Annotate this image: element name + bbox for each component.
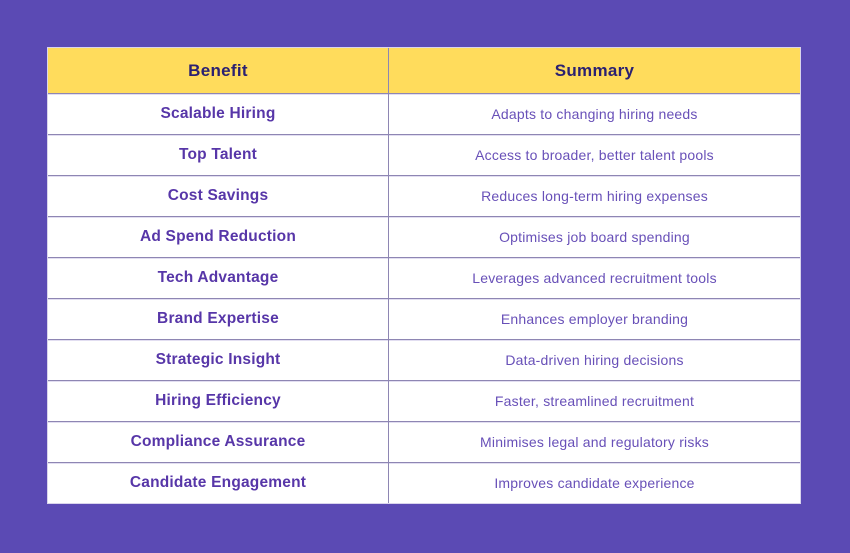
benefit-cell: Brand Expertise xyxy=(48,299,388,339)
table-header-row: Benefit Summary xyxy=(48,48,800,93)
table-row: Compliance Assurance Minimises legal and… xyxy=(48,421,800,462)
column-header-summary: Summary xyxy=(388,48,800,93)
benefit-cell: Strategic Insight xyxy=(48,340,388,380)
summary-cell: Minimises legal and regulatory risks xyxy=(388,422,800,462)
summary-cell: Adapts to changing hiring needs xyxy=(388,94,800,134)
benefit-cell: Top Talent xyxy=(48,135,388,175)
table-row: Top Talent Access to broader, better tal… xyxy=(48,134,800,175)
summary-cell: Access to broader, better talent pools xyxy=(388,135,800,175)
benefit-cell: Cost Savings xyxy=(48,176,388,216)
benefit-cell: Ad Spend Reduction xyxy=(48,217,388,257)
benefit-cell: Candidate Engagement xyxy=(48,463,388,503)
summary-cell: Leverages advanced recruitment tools xyxy=(388,258,800,298)
table-row: Ad Spend Reduction Optimises job board s… xyxy=(48,216,800,257)
column-header-benefit: Benefit xyxy=(188,60,248,80)
table-row: Candidate Engagement Improves candidate … xyxy=(48,462,800,503)
benefit-cell: Scalable Hiring xyxy=(48,94,388,134)
table-row: Brand Expertise Enhances employer brandi… xyxy=(48,298,800,339)
benefit-cell: Tech Advantage xyxy=(48,258,388,298)
summary-cell: Improves candidate experience xyxy=(388,463,800,503)
table-row: Hiring Efficiency Faster, streamlined re… xyxy=(48,380,800,421)
benefit-cell: Hiring Efficiency xyxy=(48,381,388,421)
table-row: Tech Advantage Leverages advanced recrui… xyxy=(48,257,800,298)
table-row: Cost Savings Reduces long-term hiring ex… xyxy=(48,175,800,216)
summary-cell: Enhances employer branding xyxy=(388,299,800,339)
summary-cell: Data-driven hiring decisions xyxy=(388,340,800,380)
summary-cell: Reduces long-term hiring expenses xyxy=(388,176,800,216)
table-row: Scalable Hiring Adapts to changing hirin… xyxy=(48,93,800,134)
summary-cell: Faster, streamlined recruitment xyxy=(388,381,800,421)
benefits-summary-table: Benefit Summary Scalable Hiring Adapts t… xyxy=(47,47,801,504)
summary-cell: Optimises job board spending xyxy=(388,217,800,257)
benefit-cell: Compliance Assurance xyxy=(48,422,388,462)
table-row: Strategic Insight Data-driven hiring dec… xyxy=(48,339,800,380)
